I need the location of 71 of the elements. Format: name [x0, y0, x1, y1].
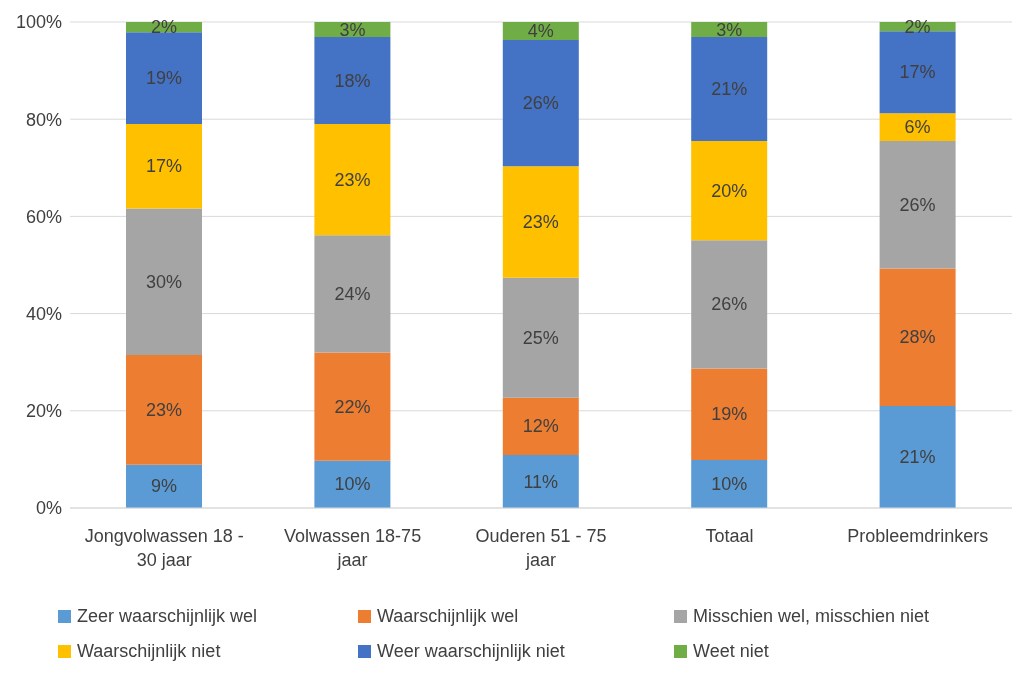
y-tick-label: 20%: [25, 401, 62, 422]
data-label: 24%: [334, 283, 371, 304]
bar: [126, 124, 202, 209]
data-label: 3%: [339, 19, 366, 40]
data-label: 17%: [899, 62, 936, 83]
bar: [502, 397, 579, 456]
x-tick-label: Probleemdrinkers: [847, 526, 989, 546]
bar: [691, 240, 768, 369]
y-tick-label: 80%: [25, 109, 62, 130]
data-label: 10%: [711, 473, 748, 494]
bar: [314, 352, 391, 461]
y-tick-label: 100%: [15, 12, 62, 33]
data-label: 19%: [145, 68, 183, 89]
data-label: 21%: [711, 79, 748, 100]
x-tick-label: Ouderen 51 - 75 jaar: [475, 526, 607, 570]
bar: [314, 460, 391, 508]
y-tick-label: 0%: [35, 498, 62, 519]
data-label: 23%: [522, 211, 559, 232]
data-label: 26%: [711, 294, 748, 315]
data-label: 19%: [711, 404, 748, 425]
bar: [314, 124, 391, 236]
data-label: 3%: [716, 19, 743, 40]
bar: [879, 268, 956, 406]
data-label: 21%: [899, 446, 936, 467]
data-label: 4%: [527, 20, 554, 41]
data-label: 22%: [334, 396, 371, 417]
bar: [502, 39, 579, 167]
data-label: 23%: [334, 169, 371, 190]
legend-label: Weer waarschijnlijk niet: [377, 641, 565, 662]
data-label: 30%: [145, 271, 183, 292]
bar: [126, 208, 202, 355]
bar: [314, 235, 391, 353]
legend-label: Misschien wel, misschien niet: [693, 606, 930, 627]
data-label: 18%: [334, 70, 371, 91]
bar: [879, 113, 956, 142]
data-label: 26%: [899, 194, 936, 215]
data-label: 17%: [145, 156, 183, 177]
x-tick-label: Jongvolwassen 18 - 30 jaar: [84, 526, 244, 570]
bar: [879, 141, 956, 269]
bar: [879, 31, 956, 114]
data-label: 11%: [523, 471, 559, 492]
data-label: 23%: [145, 399, 183, 420]
bar: [691, 37, 768, 142]
bar: [502, 166, 579, 278]
data-label: 12%: [522, 416, 559, 437]
data-label: 9%: [150, 476, 178, 497]
data-label: 28%: [899, 327, 936, 348]
data-label: 6%: [904, 117, 931, 138]
x-tick-label: Totaal: [705, 526, 754, 546]
bar: [126, 354, 202, 465]
bar: [879, 405, 956, 508]
bar: [691, 459, 768, 508]
bar: [691, 368, 768, 460]
bar: [502, 277, 579, 398]
legend-label: Waarschijnlijk niet: [77, 641, 221, 662]
data-label: 26%: [522, 93, 559, 114]
data-label: 20%: [711, 180, 748, 201]
bar: [126, 32, 202, 125]
legend-label: Waarschijnlijk wel: [377, 606, 519, 627]
data-label: 10%: [334, 474, 371, 495]
legend-label: Weet niet: [693, 641, 769, 662]
bar: [126, 464, 202, 508]
legend-label: Zeer waarschijnlijk wel: [77, 606, 258, 627]
bar: [314, 37, 391, 125]
y-tick-label: 60%: [25, 206, 62, 227]
bar: [502, 455, 579, 508]
x-tick-label: Volwassen 18-75 jaar: [284, 526, 422, 570]
bar: [691, 141, 768, 241]
data-label: 25%: [522, 327, 559, 348]
y-tick-label: 40%: [25, 303, 62, 324]
data-label: 2%: [150, 17, 178, 38]
